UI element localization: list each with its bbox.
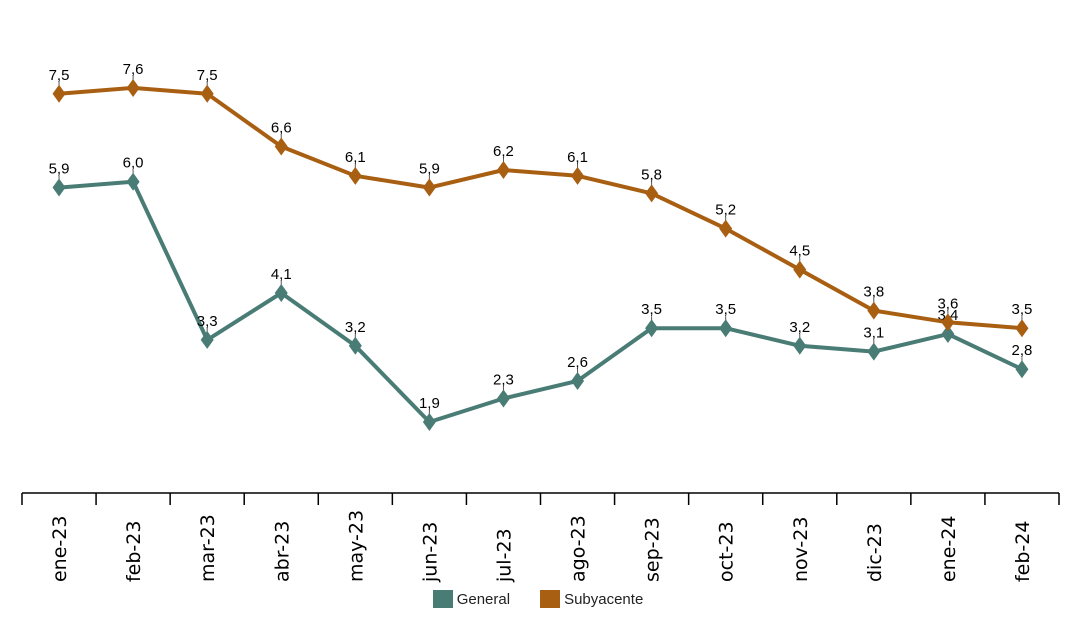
data-label: 3,5 bbox=[1012, 301, 1033, 318]
data-point-marker bbox=[200, 84, 214, 103]
x-tick-label: feb-23 bbox=[123, 521, 145, 582]
data-point-marker bbox=[793, 260, 807, 279]
legend-label-general: General bbox=[456, 590, 511, 608]
data-point-marker bbox=[496, 160, 510, 179]
legend-swatch-subyacente bbox=[540, 590, 561, 608]
legend: General Subyacente bbox=[0, 590, 1076, 608]
series-line-general bbox=[58, 179, 1023, 424]
legend-item-subyacente: Subyacente bbox=[540, 590, 643, 608]
data-label: 1,9 bbox=[419, 395, 440, 412]
x-tick-label: jul-23 bbox=[493, 528, 515, 583]
data-label: 3,1 bbox=[863, 325, 884, 342]
x-tick-label: ago-23 bbox=[568, 515, 590, 582]
data-label: 6,2 bbox=[493, 143, 514, 160]
data-label: 5,9 bbox=[49, 161, 70, 178]
data-label: 3,5 bbox=[715, 301, 736, 318]
data-point-marker bbox=[571, 371, 585, 390]
data-point-marker bbox=[52, 178, 66, 197]
data-point-marker bbox=[422, 178, 436, 197]
x-tick-label: feb-24 bbox=[1012, 521, 1034, 582]
data-point-marker bbox=[867, 301, 881, 320]
data-label: 6,1 bbox=[345, 149, 366, 166]
legend-item-general: General bbox=[432, 590, 511, 608]
data-label: 2,3 bbox=[493, 372, 514, 389]
data-point-marker bbox=[941, 325, 955, 344]
data-point-marker bbox=[719, 319, 733, 338]
data-point-marker bbox=[496, 389, 510, 408]
data-label: 4,5 bbox=[789, 243, 810, 260]
data-label: 3,2 bbox=[345, 319, 366, 336]
x-tick-label: jun-23 bbox=[419, 522, 441, 583]
data-label: 3,3 bbox=[197, 313, 218, 330]
data-point-marker bbox=[422, 412, 436, 431]
data-label: 5,2 bbox=[715, 202, 736, 219]
data-label: 5,8 bbox=[641, 166, 662, 183]
data-point-marker bbox=[348, 166, 362, 185]
data-label: 5,9 bbox=[419, 161, 440, 178]
data-label: 6,6 bbox=[271, 120, 292, 137]
data-point-marker bbox=[274, 284, 288, 303]
data-label: 3,5 bbox=[641, 301, 662, 318]
data-point-marker bbox=[274, 137, 288, 156]
legend-label-subyacente: Subyacente bbox=[564, 590, 644, 608]
data-label: 3,8 bbox=[863, 284, 884, 301]
data-point-marker bbox=[719, 219, 733, 238]
data-label: 7,5 bbox=[49, 67, 70, 84]
data-point-marker bbox=[1015, 360, 1029, 379]
x-tick-label: nov-23 bbox=[790, 517, 812, 582]
x-tick-label: abr-23 bbox=[271, 521, 293, 582]
data-label: 4,1 bbox=[271, 266, 292, 283]
data-label: 6,1 bbox=[567, 149, 588, 166]
x-tick-label: ene-24 bbox=[938, 516, 960, 582]
data-point-marker bbox=[126, 172, 140, 191]
x-tick-label: may-23 bbox=[345, 510, 367, 582]
data-label: 7,5 bbox=[197, 67, 218, 84]
legend-swatch-general bbox=[432, 590, 453, 608]
x-tick-label: sep-23 bbox=[642, 517, 664, 582]
data-point-marker bbox=[645, 319, 659, 338]
data-label: 3,6 bbox=[937, 295, 958, 312]
series-line-subyacente bbox=[58, 85, 1023, 331]
data-point-marker bbox=[1015, 319, 1029, 338]
data-label: 7,6 bbox=[123, 61, 144, 78]
data-label: 6,0 bbox=[123, 155, 144, 172]
x-tick-label: mar-23 bbox=[197, 514, 219, 582]
data-point-marker bbox=[941, 313, 955, 332]
data-point-marker bbox=[867, 342, 881, 361]
data-point-marker bbox=[52, 84, 66, 103]
data-point-marker bbox=[571, 166, 585, 185]
data-label: 2,8 bbox=[1012, 342, 1033, 359]
data-label: 3,2 bbox=[789, 319, 810, 336]
line-chart: ene-23 feb-23 mar-23 abr-23 may-23 jun-23 jul-… bbox=[21, 61, 1060, 583]
x-tick-label: ene-23 bbox=[49, 516, 71, 582]
data-point-marker bbox=[793, 336, 807, 355]
x-tick-label: dic-23 bbox=[864, 523, 886, 582]
x-tick-label: oct-23 bbox=[716, 521, 738, 582]
data-label: 2,6 bbox=[567, 354, 588, 371]
data-point-marker bbox=[348, 336, 362, 355]
data-point-marker bbox=[200, 330, 214, 349]
data-point-marker bbox=[126, 78, 140, 97]
data-point-marker bbox=[645, 184, 659, 203]
